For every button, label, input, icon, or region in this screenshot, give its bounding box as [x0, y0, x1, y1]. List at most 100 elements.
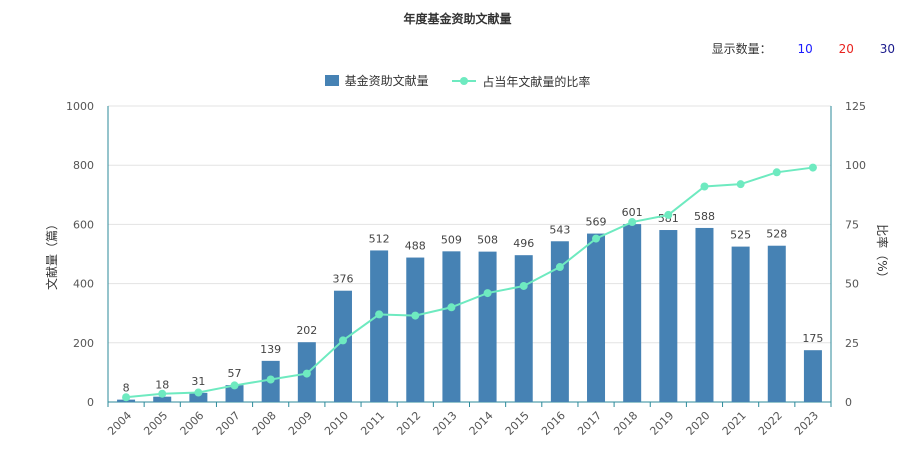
x-tick-label: 2006 [178, 409, 207, 438]
ratio-point [411, 311, 420, 320]
y-tick-label: 800 [73, 159, 94, 172]
x-tick-label: 2023 [792, 409, 821, 438]
ratio-point [483, 289, 492, 298]
x-tick-label: 2020 [684, 409, 713, 438]
bar [225, 385, 244, 402]
bar-value-label: 509 [441, 233, 462, 246]
ratio-point [700, 182, 709, 191]
display-count-label: 显示数量： [711, 42, 772, 56]
x-tick-label: 2012 [394, 409, 423, 438]
y-tick-label: 400 [73, 278, 94, 291]
bar-value-label: 31 [191, 375, 205, 388]
y2-tick-label: 125 [845, 100, 866, 113]
bar [333, 290, 352, 402]
bar [189, 392, 208, 402]
x-tick-label: 2010 [322, 409, 351, 438]
y2-axis-title: 比率（%） [875, 224, 890, 283]
ratio-point [302, 369, 311, 378]
y-axis-title: 文献量（篇） [44, 218, 59, 290]
legend-line-label: 占当年文献量的比率 [482, 74, 591, 89]
ratio-point [375, 310, 384, 319]
bar [659, 230, 678, 402]
x-tick-label: 2017 [575, 409, 604, 438]
legend-item-bar[interactable]: 基金资助文献量 [324, 72, 429, 89]
ratio-point [447, 303, 456, 312]
bar-value-label: 508 [477, 234, 498, 247]
bar-value-label: 512 [369, 232, 390, 245]
bar-value-label: 528 [766, 228, 787, 241]
y2-tick-label: 100 [845, 159, 866, 172]
y2-tick-label: 75 [845, 218, 859, 231]
x-tick-label: 2018 [611, 409, 640, 438]
count-option-20[interactable]: 20 [838, 42, 854, 56]
x-tick-label: 2013 [431, 409, 460, 438]
ratio-point [230, 381, 239, 390]
legend-bar-label: 基金资助文献量 [344, 74, 429, 88]
bar [803, 350, 822, 402]
legend-bar-swatch [324, 75, 339, 86]
ratio-point [519, 281, 528, 290]
display-count-selector: 显示数量： 10 20 30 [712, 40, 895, 57]
ratio-point [628, 218, 637, 227]
bar-value-label: 543 [549, 223, 570, 236]
y-tick-label: 0 [87, 396, 94, 409]
bar-value-label: 57 [228, 367, 242, 380]
legend-line-swatch [452, 76, 477, 86]
bar [406, 257, 425, 402]
bar-value-label: 175 [802, 332, 823, 345]
ratio-point [158, 389, 167, 398]
legend-item-line[interactable]: 占当年文献量的比率 [452, 73, 590, 90]
bar-value-label: 18 [155, 379, 169, 392]
x-tick-label: 2011 [358, 409, 387, 438]
x-tick-label: 2008 [250, 409, 279, 438]
bar [731, 246, 750, 402]
bar-value-label: 202 [296, 324, 317, 337]
x-tick-label: 2014 [467, 409, 496, 438]
bar [514, 255, 533, 402]
bar [623, 224, 642, 402]
bar-value-label: 488 [405, 240, 426, 253]
bar-value-label: 601 [622, 206, 643, 219]
ratio-point [736, 180, 745, 189]
y2-tick-label: 25 [845, 337, 859, 350]
bar [370, 250, 389, 402]
ratio-point [592, 234, 601, 243]
ratio-point [122, 393, 131, 402]
ratio-line [125, 166, 814, 399]
chart-legend: 基金资助文献量 占当年文献量的比率 [0, 72, 915, 90]
bar-value-label: 8 [123, 382, 130, 395]
x-tick-label: 2009 [286, 409, 315, 438]
bar-value-label: 496 [513, 237, 534, 250]
ratio-point [555, 263, 564, 272]
ratio-point [194, 388, 203, 397]
y-tick-label: 600 [73, 218, 94, 231]
x-tick-label: 2016 [539, 409, 568, 438]
bar [587, 233, 606, 402]
bar-value-label: 139 [260, 343, 281, 356]
x-tick-label: 2019 [647, 409, 676, 438]
bar-value-label: 376 [332, 273, 353, 286]
bar-value-label: 525 [730, 229, 751, 242]
bar [478, 251, 497, 402]
y2-tick-label: 0 [845, 396, 852, 409]
bar [767, 245, 786, 402]
bar-value-label: 569 [586, 216, 607, 229]
ratio-point [772, 168, 781, 177]
bar [442, 251, 461, 402]
ratio-point [664, 210, 673, 219]
bar [153, 396, 172, 402]
ratio-point [266, 375, 275, 384]
ratio-point [338, 336, 347, 345]
y2-tick-label: 50 [845, 278, 859, 291]
x-tick-label: 2021 [720, 409, 749, 438]
count-option-30[interactable]: 30 [879, 42, 895, 56]
chart-title: 年度基金资助文献量 [403, 12, 512, 26]
count-option-10[interactable]: 10 [797, 42, 813, 56]
x-tick-label: 2022 [756, 409, 785, 438]
y-tick-label: 200 [73, 337, 94, 350]
x-tick-label: 2004 [105, 409, 134, 438]
ratio-point [808, 163, 817, 172]
x-tick-label: 2007 [214, 409, 243, 438]
bar-value-label: 588 [694, 210, 715, 223]
